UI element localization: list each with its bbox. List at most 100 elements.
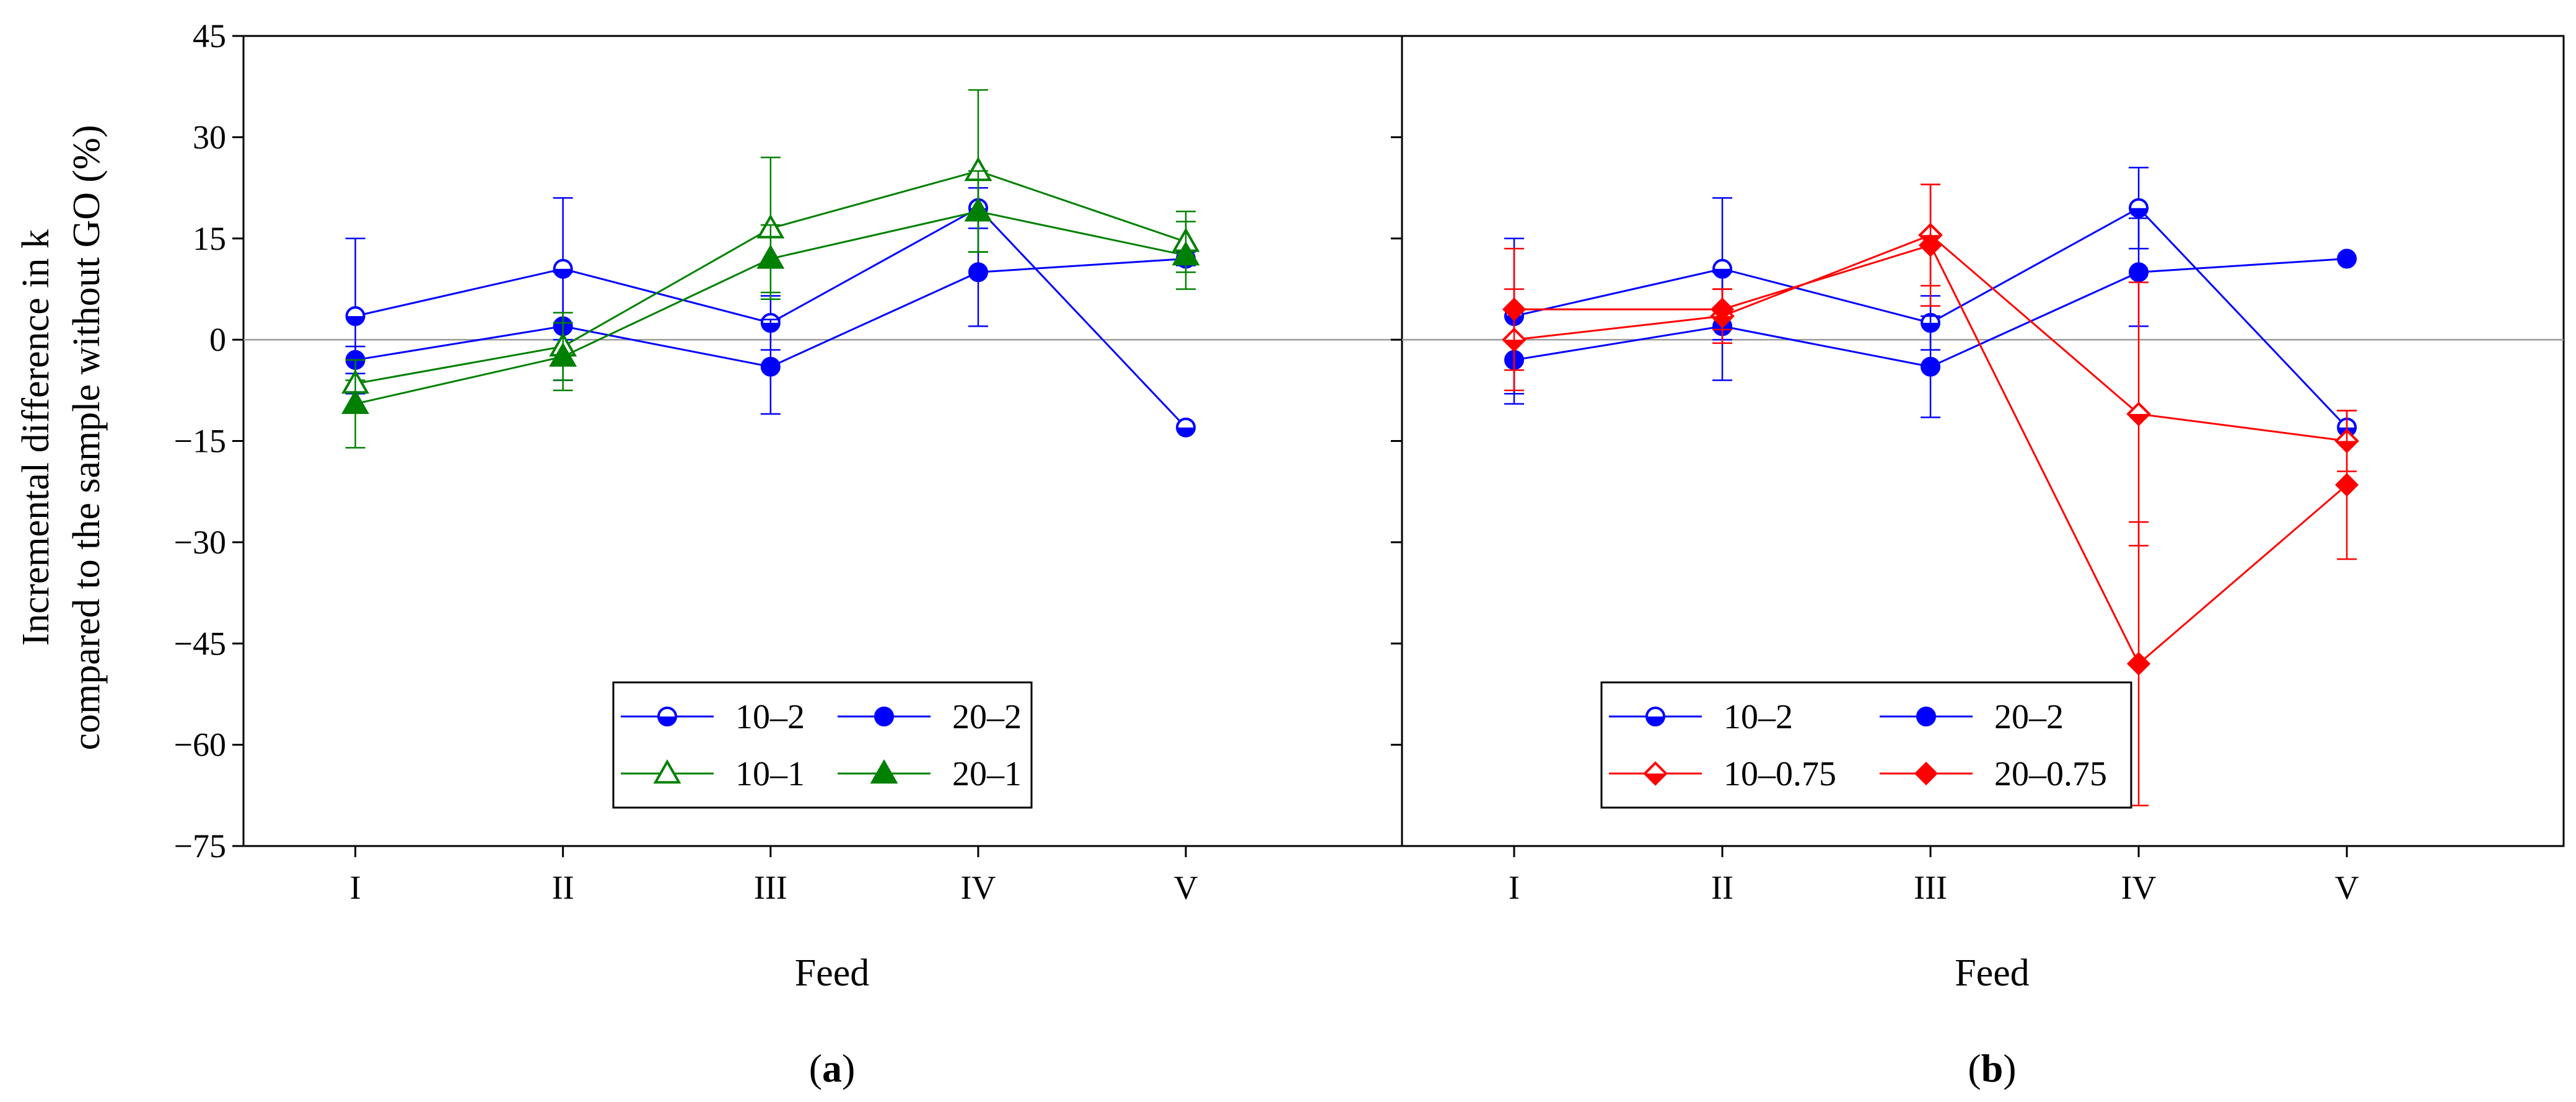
y-tick-label: −75 [174, 827, 226, 865]
legend-item: 20–1 [838, 755, 1022, 793]
x-axis-title: Feed [795, 952, 870, 994]
legend-label: 10–1 [735, 755, 805, 793]
data-point [549, 342, 577, 367]
x-tick-label: I [350, 869, 361, 906]
data-point-shape [1502, 297, 1527, 322]
data-point [760, 356, 781, 377]
legend-item: 10–2 [621, 698, 805, 736]
y-tick-label: 0 [209, 321, 226, 358]
y-axis-title: Incremental difference in k compared to … [15, 125, 108, 751]
legend-label: 10–2 [735, 698, 805, 736]
y-tick-label: 15 [193, 220, 226, 257]
legend-item: 10–0.75 [1609, 755, 1836, 793]
legend-frame [612, 681, 1033, 809]
legend-swatch-marker-half [1647, 716, 1664, 725]
panel-caption: (a) [809, 1046, 856, 1090]
panel-caption: (b) [1968, 1046, 2016, 1090]
legend-swatch-marker-half [1645, 774, 1666, 784]
legend-swatch-marker [1916, 707, 1936, 726]
legend-item: 20–2 [1880, 698, 2064, 736]
data-point-dot [968, 262, 988, 283]
data-point [2126, 651, 2151, 676]
y-axis-title-line-2: compared to the sample without GO (%) [66, 125, 108, 751]
legend-label: 10–0.75 [1724, 755, 1836, 793]
data-point [968, 262, 988, 283]
x-tick-label: V [2335, 869, 2359, 906]
data-point-shape [1172, 240, 1200, 266]
legend-swatch-marker-dot [874, 707, 894, 726]
y-tick-label: −15 [174, 423, 226, 460]
legend-item: 20–2 [838, 698, 1022, 736]
legend-swatch-marker [1914, 761, 1939, 786]
data-point [345, 306, 366, 327]
legend-swatch-marker-dot [1916, 707, 1936, 726]
x-tick-label: III [754, 869, 787, 906]
data-point [2337, 249, 2357, 269]
legend-swatch-marker-half [659, 716, 676, 725]
x-tick-label: V [1174, 869, 1198, 906]
legend-label: 20–2 [1994, 698, 2064, 736]
y-axis-title-line-1: Incremental difference in k [15, 229, 57, 646]
data-point [1918, 233, 1943, 257]
legend-label: 20–1 [952, 755, 1022, 793]
x-tick-label: III [1914, 869, 1947, 906]
x-tick-label: II [552, 869, 574, 906]
data-point [1172, 240, 1200, 266]
legend-frame [1600, 681, 2132, 809]
legend-swatch-marker [657, 707, 677, 726]
y-tick-label: −60 [174, 726, 226, 764]
data-point [1710, 297, 1735, 322]
data-point [1921, 356, 1941, 377]
x-tick-label: IV [2121, 869, 2157, 906]
legend-label: 10–2 [1724, 698, 1793, 736]
x-tick-label: I [1509, 869, 1520, 906]
y-tick-label: 30 [193, 118, 226, 156]
legend: 10–2 20–2 10–0.75 20–0.75 [1600, 681, 2132, 809]
legend-item: 20–0.75 [1880, 755, 2107, 793]
data-point-shape [1710, 297, 1735, 322]
data-point-half [1177, 427, 1195, 436]
legend-swatch-marker-shape [1914, 761, 1939, 786]
legend-label: 20–0.75 [1994, 755, 2107, 793]
x-tick-label: IV [960, 869, 996, 906]
y-tick-label: −30 [174, 524, 226, 561]
data-point [964, 197, 992, 222]
data-point-half [346, 316, 364, 325]
x-axis-title: Feed [1955, 952, 2030, 994]
legend-swatch-marker-shape [653, 759, 681, 784]
y-tick-label: −45 [174, 625, 226, 662]
data-point-shape [964, 197, 992, 222]
data-point [1502, 297, 1527, 322]
data-point [2129, 262, 2149, 283]
y-tick-label: 45 [193, 17, 226, 55]
data-point-shape [341, 389, 370, 414]
data-point-shape [2334, 473, 2359, 497]
data-point-shape [2126, 651, 2151, 676]
series-20–1 [341, 170, 1200, 449]
data-point-dot [1921, 356, 1941, 377]
data-point-half [2128, 413, 2150, 425]
legend-item: 10–2 [1609, 698, 1793, 736]
data-point-dot [2337, 249, 2357, 269]
series-20–0.75 [1502, 183, 2359, 806]
data-point [756, 244, 785, 269]
legend-swatch-marker [1643, 761, 1668, 786]
data-point [1176, 417, 1196, 438]
legend-swatch-marker [653, 759, 681, 784]
data-point-half [2130, 208, 2148, 217]
legend-label: 20–2 [952, 698, 1022, 736]
x-tick-label: II [1711, 869, 1733, 906]
data-point-shape [549, 342, 577, 367]
data-point [341, 389, 370, 414]
legend-swatch-marker-shape [870, 759, 898, 784]
data-point-shape [756, 244, 785, 269]
data-point-dot [2129, 262, 2149, 283]
legend: 10–2 20–2 10–1 20–1 [612, 681, 1033, 809]
data-point-dot [760, 356, 781, 377]
legend-swatch-marker [874, 707, 894, 726]
data-point [2129, 198, 2149, 218]
legend-item: 10–1 [621, 755, 805, 793]
data-point [2334, 473, 2359, 497]
